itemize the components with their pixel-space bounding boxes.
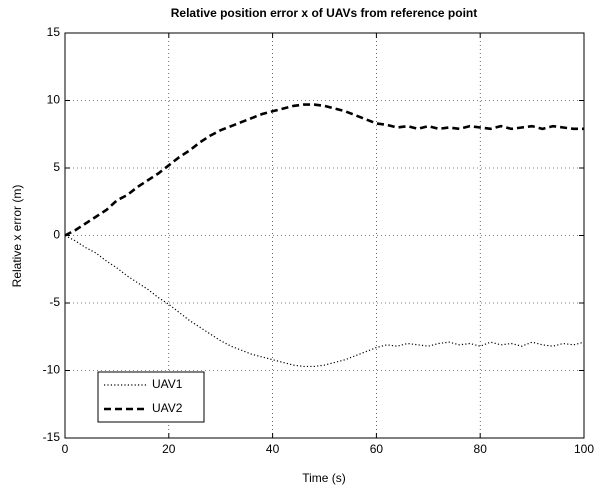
- data-line: [64, 234, 585, 368]
- data-line: [64, 103, 584, 237]
- x-tick-label: 80: [474, 442, 488, 456]
- y-tick-label: 0: [53, 228, 60, 242]
- chart-title: Relative position error x of UAVs from r…: [171, 6, 478, 20]
- y-axis-label: Relative x error (m): [10, 185, 24, 288]
- x-tick-label: 40: [266, 442, 280, 456]
- y-tick-label: -10: [43, 363, 61, 377]
- y-tick-label: 15: [47, 25, 61, 39]
- y-tick-label: -15: [43, 430, 61, 444]
- legend-label: UAV2: [152, 401, 183, 415]
- y-tick-label: 5: [53, 160, 60, 174]
- x-tick-label: 0: [62, 442, 69, 456]
- x-tick-label: 100: [574, 442, 594, 456]
- y-tick-label: 10: [47, 93, 61, 107]
- legend-box: [97, 371, 205, 423]
- x-tick-label: 20: [162, 442, 176, 456]
- x-tick-label: 60: [370, 442, 384, 456]
- legend-label: UAV1: [152, 377, 183, 391]
- y-tick-label: -5: [49, 295, 60, 309]
- x-axis-label: Time (s): [302, 471, 346, 485]
